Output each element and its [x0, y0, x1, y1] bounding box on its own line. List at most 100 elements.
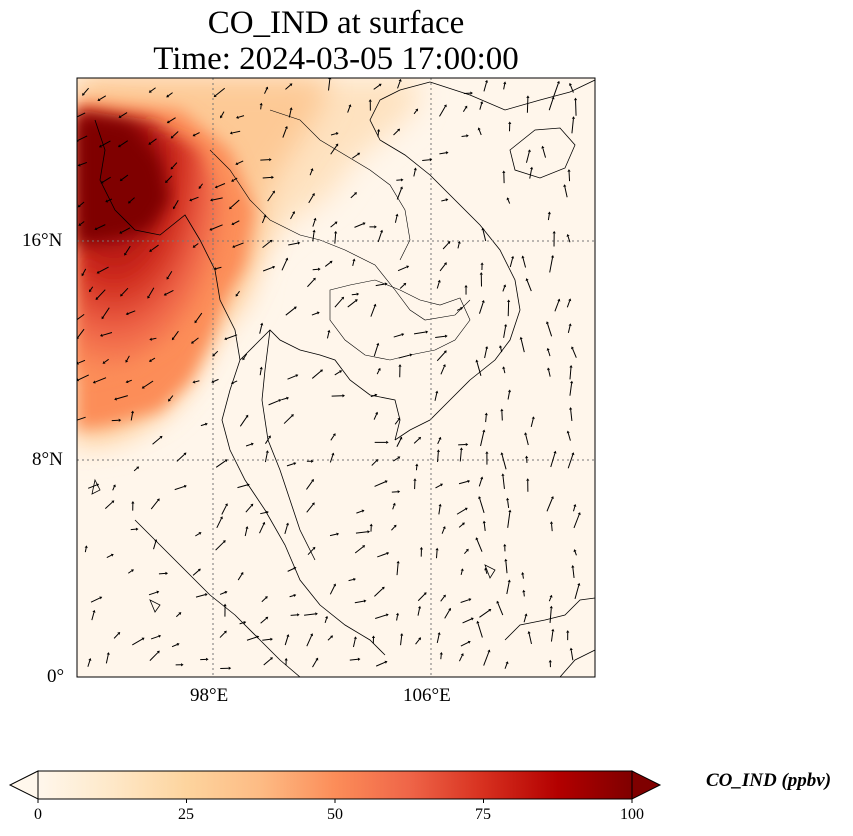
- wind-vector-head: [250, 442, 254, 446]
- wind-vector-head: [117, 144, 121, 148]
- wind-vector-head: [339, 370, 343, 374]
- wind-vector: [436, 351, 446, 362]
- wind-vector: [194, 380, 200, 383]
- wind-vector: [148, 591, 158, 596]
- wind-vector-head: [84, 545, 88, 549]
- wind-vector-head: [269, 239, 273, 243]
- wind-vector-head: [546, 347, 550, 351]
- wind-vector-head: [194, 320, 198, 324]
- wind-vector-head: [569, 407, 573, 410]
- wind-vector-head: [508, 121, 512, 124]
- wind-vector-head: [224, 337, 228, 341]
- wind-vector: [304, 613, 316, 616]
- wind-vector-head: [393, 524, 397, 528]
- wind-vector-head: [136, 466, 140, 470]
- wind-vector-head: [503, 81, 507, 85]
- wind-vector: [89, 286, 94, 291]
- wind-vector: [375, 283, 386, 287]
- colorbar: [38, 771, 632, 799]
- wind-vector: [128, 570, 133, 574]
- wind-vector: [417, 608, 421, 616]
- wind-vector-head: [336, 532, 340, 536]
- wind-vector-head: [224, 590, 228, 594]
- wind-vector: [413, 110, 417, 115]
- wind-vector-head: [88, 658, 92, 661]
- wind-vector: [509, 258, 514, 268]
- wind-vector-head: [375, 459, 379, 463]
- wind-vector: [125, 245, 131, 254]
- wind-vector-head: [442, 364, 446, 368]
- wind-vector: [283, 415, 293, 424]
- wind-vector: [502, 475, 505, 489]
- wind-vector: [334, 371, 341, 376]
- wind-vector: [548, 98, 554, 111]
- wind-vector: [460, 599, 470, 603]
- wind-vector: [284, 636, 289, 646]
- wind-vector-head: [435, 547, 439, 551]
- wind-vector: [522, 574, 524, 579]
- wind-vector: [104, 501, 113, 510]
- wind-vector: [98, 266, 109, 273]
- wind-vector: [121, 174, 129, 180]
- wind-vector: [77, 313, 85, 321]
- wind-vector-head: [311, 192, 315, 196]
- wind-vector: [288, 242, 298, 246]
- wind-vector: [324, 618, 328, 624]
- wind-vector-head: [396, 560, 400, 564]
- wind-vector: [130, 412, 133, 421]
- wind-vector: [165, 289, 174, 295]
- wind-vector: [77, 135, 88, 141]
- wind-vector: [260, 618, 267, 624]
- wind-vector: [501, 454, 507, 470]
- wind-vector-head: [333, 583, 337, 587]
- wind-vector-head: [315, 657, 319, 661]
- wind-vector: [168, 117, 176, 123]
- wind-vector-head: [222, 540, 226, 544]
- wind-vector-head: [293, 593, 297, 598]
- wind-vector: [281, 259, 288, 271]
- wind-vector-head: [295, 374, 299, 378]
- lat-tick-8n: 8°N: [32, 449, 63, 470]
- wind-vector-head: [141, 637, 145, 641]
- wind-vector-head: [386, 440, 389, 444]
- wind-vector-head: [480, 101, 484, 104]
- wind-vector-head: [181, 663, 184, 667]
- wind-vector-head: [409, 353, 413, 357]
- wind-vector: [351, 153, 359, 159]
- wind-vector-head: [568, 82, 572, 86]
- wind-vector-head: [335, 143, 339, 147]
- wind-vector: [261, 216, 266, 224]
- wind-vector-head: [130, 569, 134, 573]
- wind-vector: [102, 176, 111, 183]
- wind-vector-head: [120, 293, 123, 297]
- wind-vector-head: [118, 418, 122, 422]
- wind-vector: [230, 199, 240, 208]
- wind-vector-head: [354, 192, 357, 196]
- wind-vector-head: [418, 436, 422, 440]
- wind-vector-head: [256, 635, 260, 639]
- wind-vector: [434, 392, 438, 401]
- wind-vector-head: [361, 509, 365, 513]
- wind-vector: [396, 563, 399, 576]
- wind-vector: [462, 618, 472, 624]
- wind-vector-head: [198, 532, 202, 535]
- wind-vector-head: [286, 396, 290, 400]
- wind-vector: [96, 224, 106, 230]
- wind-vector-head: [398, 364, 402, 367]
- wind-vector: [354, 223, 364, 228]
- wind-vector: [246, 636, 258, 641]
- wind-vector: [393, 130, 399, 136]
- wind-vector-head: [502, 366, 506, 370]
- wind-vector-head: [507, 389, 512, 393]
- wind-vector-head: [154, 539, 158, 542]
- wind-vector-head: [548, 659, 552, 663]
- wind-vector: [192, 337, 199, 343]
- wind-vector-head: [556, 80, 560, 84]
- wind-vector: [461, 135, 467, 138]
- wind-vector: [94, 377, 107, 383]
- wind-vector: [374, 481, 386, 487]
- wind-vector: [393, 334, 403, 338]
- wind-vector: [169, 395, 174, 400]
- wind-vector: [219, 632, 226, 638]
- wind-vector: [78, 359, 86, 364]
